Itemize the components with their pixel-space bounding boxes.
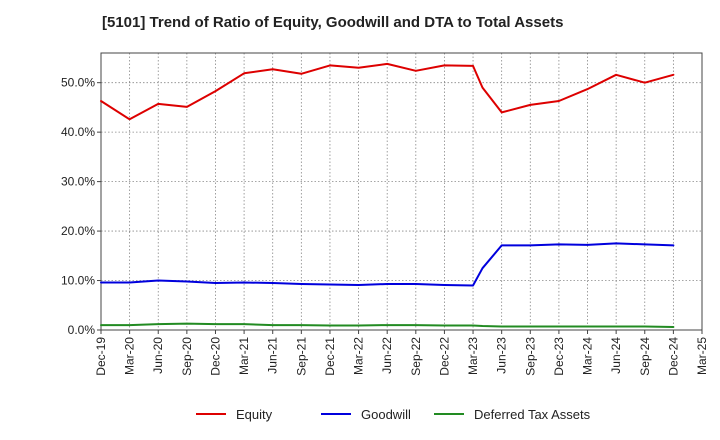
plot-frame bbox=[100, 52, 703, 331]
y-tick-label: 10.0% bbox=[61, 274, 95, 288]
y-tick-label: 20.0% bbox=[61, 224, 95, 238]
x-tick-label: Mar-23 bbox=[466, 337, 480, 375]
x-tick-label: Jun-20 bbox=[151, 337, 165, 374]
x-tick-label: Jun-24 bbox=[609, 337, 623, 374]
legend-label-equity: Equity bbox=[236, 407, 273, 422]
x-tick-label: Dec-21 bbox=[323, 337, 337, 376]
series-line-equity bbox=[100, 62, 675, 121]
series-line-goodwill bbox=[100, 242, 675, 287]
x-tick-label: Mar-21 bbox=[237, 337, 251, 375]
y-tick-label: 0.0% bbox=[68, 323, 96, 337]
x-tick-label: Sep-21 bbox=[294, 337, 308, 376]
x-tick-label: Dec-19 bbox=[94, 337, 108, 376]
x-tick-label: Dec-20 bbox=[208, 337, 222, 376]
legend-label-goodwill: Goodwill bbox=[361, 407, 411, 422]
y-tick-label: 30.0% bbox=[61, 175, 95, 189]
y-tick-label: 50.0% bbox=[61, 76, 95, 90]
y-tick-label: 40.0% bbox=[61, 125, 95, 139]
x-tick-label: Sep-20 bbox=[180, 337, 194, 376]
x-tick-label: Jun-23 bbox=[495, 337, 509, 374]
x-tick-label: Mar-20 bbox=[123, 337, 137, 375]
x-tick-label: Dec-22 bbox=[437, 337, 451, 376]
x-tick-label: Jun-21 bbox=[266, 337, 280, 374]
x-tick-label: Mar-25 bbox=[695, 337, 709, 375]
x-tick-label: Sep-23 bbox=[523, 337, 537, 376]
x-tick-label: Jun-22 bbox=[380, 337, 394, 374]
x-tick-label: Sep-24 bbox=[638, 337, 652, 376]
x-tick-label: Dec-23 bbox=[552, 337, 566, 376]
x-tick-label: Mar-24 bbox=[581, 337, 595, 375]
x-tick-label: Sep-22 bbox=[409, 337, 423, 376]
legend-label-deferred-tax-assets: Deferred Tax Assets bbox=[474, 407, 591, 422]
x-tick-label: Mar-22 bbox=[352, 337, 366, 375]
x-tick-label: Dec-24 bbox=[666, 337, 680, 376]
chart-title: [5101] Trend of Ratio of Equity, Goodwil… bbox=[102, 14, 564, 31]
series-line-deferred-tax-assets bbox=[100, 322, 675, 328]
